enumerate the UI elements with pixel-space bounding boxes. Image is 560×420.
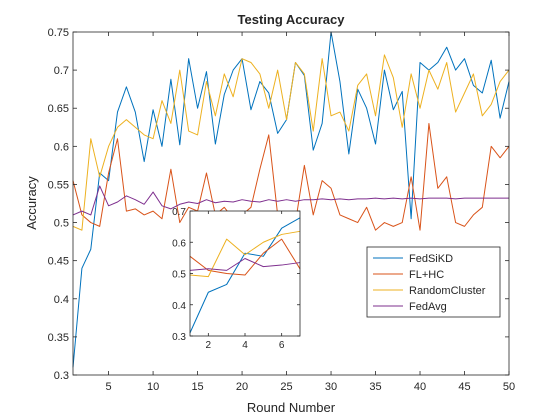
main-y-tick-label: 0.75: [48, 27, 69, 39]
main-y-tick-label: 0.35: [48, 332, 69, 344]
inset-axis-ticks: 2 4 6 0.3 0.4 0.5 0.6 0.7: [172, 207, 300, 351]
main-x-tick-label: 5: [106, 381, 112, 393]
main-y-tick-label: 0.45: [48, 256, 69, 268]
main-x-tick-label: 25: [280, 381, 292, 393]
inset-series-line-randomcluster: [189, 230, 301, 278]
legend-label-fedsikd: FedSiKD: [409, 253, 453, 265]
inset-y-tick-label: 0.5: [172, 270, 186, 281]
main-series-line-fedavg: [72, 185, 509, 216]
main-series-lines: [72, 31, 510, 368]
inset-series-lines: [189, 217, 301, 334]
inset-series-line-fedsikd: [189, 217, 301, 334]
main-x-tick-label: 40: [414, 381, 426, 393]
legend-box: [366, 246, 501, 318]
main-y-tick-label: 0.6: [54, 141, 69, 153]
main-x-tick-label: 10: [147, 381, 159, 393]
main-x-tick-label: 50: [503, 381, 515, 393]
legend-label-randomcluster: RandomCluster: [409, 285, 486, 297]
main-series-line-randomcluster: [72, 54, 510, 231]
main-axis-ticks: 5 10 15 20 25 30 35 40 45 50 0.3 0.35 0.4 0.45 0.5 0.55…: [48, 27, 516, 393]
main-x-tick-label: 30: [325, 381, 337, 393]
main-y-tick-label: 0.7: [54, 65, 69, 77]
inset-y-tick-label: 0.3: [172, 332, 186, 343]
legend-label-fl-hc: FL+HC: [409, 269, 444, 281]
main-x-tick-label: 45: [458, 381, 470, 393]
inset-series-line-fl-hc: [189, 238, 301, 276]
main-y-tick-label: 0.55: [48, 179, 69, 191]
legend: FedSiKD FL+HC RandomCluster FedAvg: [366, 246, 501, 318]
main-y-tick-label: 0.3: [54, 370, 69, 382]
inset-plot-area: [190, 211, 300, 336]
inset-x-tick-label: 2: [206, 340, 212, 351]
main-axes-box: [72, 31, 510, 376]
main-x-tick-label: 20: [236, 381, 248, 393]
main-x-tick-label: 35: [369, 381, 381, 393]
inset-plot: 2 4 6 0.3 0.4 0.5 0.6 0.7: [172, 207, 301, 351]
chart-title: Testing Accuracy: [238, 12, 346, 27]
inset-series-line-fedavg: [189, 258, 301, 271]
inset-x-tick-label: 6: [279, 340, 285, 351]
inset-y-tick-label: 0.4: [172, 301, 186, 312]
main-x-tick-label: 15: [191, 381, 203, 393]
inset-x-tick-label: 4: [242, 340, 248, 351]
y-axis-label: Accuracy: [24, 176, 39, 230]
inset-y-tick-label: 0.7: [172, 207, 186, 218]
legend-label-fedavg: FedAvg: [409, 301, 447, 313]
inset-y-tick-label: 0.6: [172, 238, 186, 249]
main-y-tick-label: 0.65: [48, 103, 69, 115]
x-axis-label: Round Number: [247, 400, 336, 415]
main-y-tick-label: 0.5: [54, 218, 69, 230]
main-y-tick-label: 0.4: [54, 294, 69, 306]
